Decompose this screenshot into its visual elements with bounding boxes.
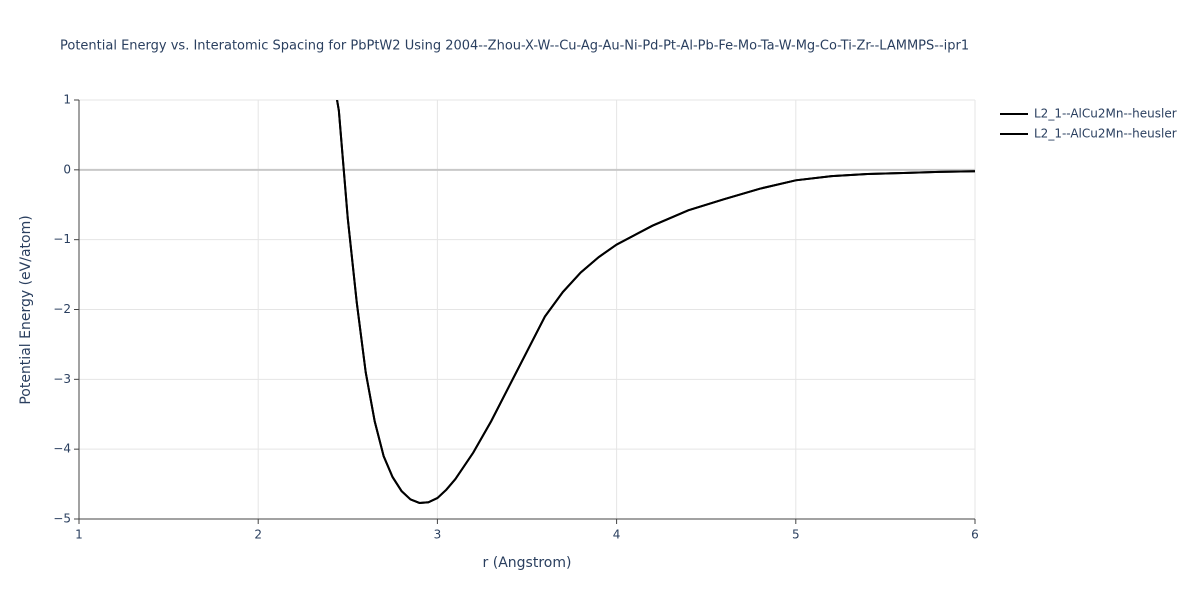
y-tick-label: −2 <box>53 302 71 316</box>
line-series <box>336 100 975 504</box>
y-tick-label: 1 <box>63 93 71 107</box>
legend-label: L2_1--AlCu2Mn--heusler <box>1034 127 1177 141</box>
plot-area <box>336 100 975 504</box>
y-tick-label: −4 <box>53 442 71 456</box>
y-tick-label: −1 <box>53 232 71 246</box>
x-tick-label: 3 <box>434 528 442 542</box>
chart-title: Potential Energy vs. Interatomic Spacing… <box>60 39 969 54</box>
x-tick-label: 6 <box>971 528 979 542</box>
y-tick-label: −3 <box>53 372 71 386</box>
x-tick-label: 4 <box>613 528 621 542</box>
line-series <box>336 100 975 504</box>
y-tick-label: 0 <box>63 162 71 176</box>
y-axis-title: Potential Energy (eV/atom) <box>18 215 34 404</box>
x-tick-label: 5 <box>792 528 800 542</box>
x-tick-label: 1 <box>75 528 83 542</box>
y-tick-label: −5 <box>53 512 71 526</box>
x-tick-label: 2 <box>254 528 262 542</box>
legend-label: L2_1--AlCu2Mn--heusler <box>1034 107 1177 121</box>
x-axis-title: r (Angstrom) <box>483 555 572 571</box>
